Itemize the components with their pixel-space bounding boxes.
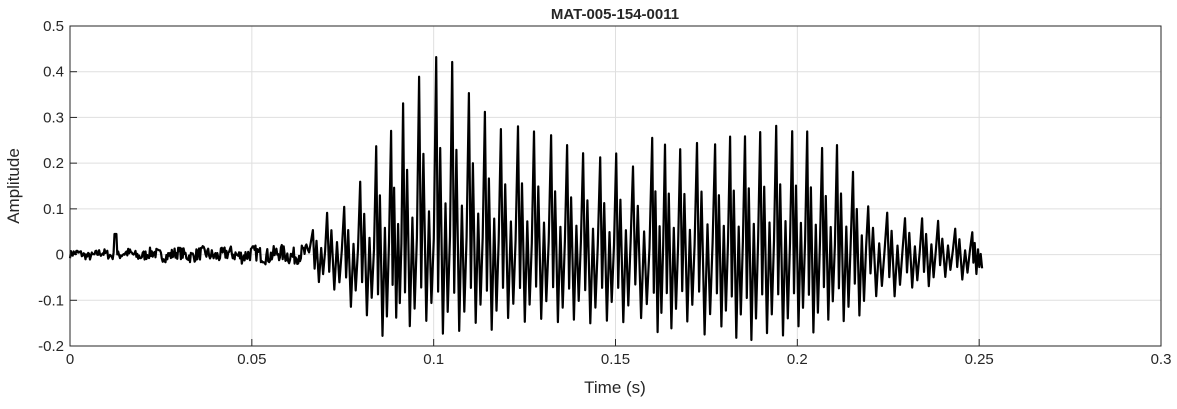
x-tick-label: 0.25 — [965, 351, 994, 368]
x-tick-label: 0.05 — [237, 351, 266, 368]
x-tick-label: 0.15 — [601, 351, 630, 368]
x-axis-label: Time (s) — [584, 378, 646, 397]
y-tick-label: 0.2 — [43, 155, 64, 172]
y-tick-label: 0 — [56, 247, 64, 264]
y-tick-label: 0.1 — [43, 201, 64, 218]
axes-box — [69, 25, 1162, 347]
ticks: 0 0.05 0.1 0.15 0.2 0.25 0.3 -0.2 -0.1 0 0.1 0.2 0.3… — [38, 18, 1171, 368]
y-tick-label: 0.3 — [43, 109, 64, 126]
y-tick-label: -0.1 — [38, 292, 64, 309]
waveform-line — [68, 56, 984, 342]
y-tick-label: 0.4 — [43, 64, 64, 81]
x-tick-label: 0.3 — [1151, 351, 1172, 368]
x-tick-label: 0.2 — [787, 351, 808, 368]
x-tick-label: 0 — [66, 351, 74, 368]
chart-title: MAT-005-154-0011 — [551, 6, 679, 23]
y-tick-label: 0.5 — [43, 18, 64, 35]
y-tick-label: -0.2 — [38, 338, 64, 355]
y-axis-label: Amplitude — [4, 148, 23, 224]
x-tick-label: 0.1 — [423, 351, 444, 368]
